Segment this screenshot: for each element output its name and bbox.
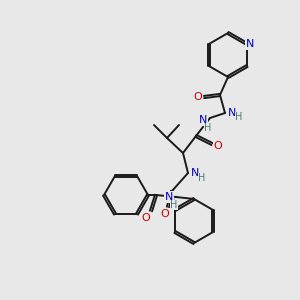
- Text: H: H: [170, 200, 178, 210]
- Text: O: O: [214, 141, 222, 151]
- Text: H: H: [198, 173, 206, 183]
- Text: H: H: [204, 123, 212, 133]
- Text: H: H: [235, 112, 243, 122]
- Text: N: N: [165, 192, 173, 202]
- Text: O: O: [142, 213, 150, 223]
- Text: N: N: [199, 115, 207, 125]
- Text: N: N: [228, 108, 236, 118]
- Text: O: O: [194, 92, 202, 102]
- Text: O: O: [160, 209, 169, 219]
- Text: N: N: [191, 168, 199, 178]
- Text: N: N: [246, 39, 254, 49]
